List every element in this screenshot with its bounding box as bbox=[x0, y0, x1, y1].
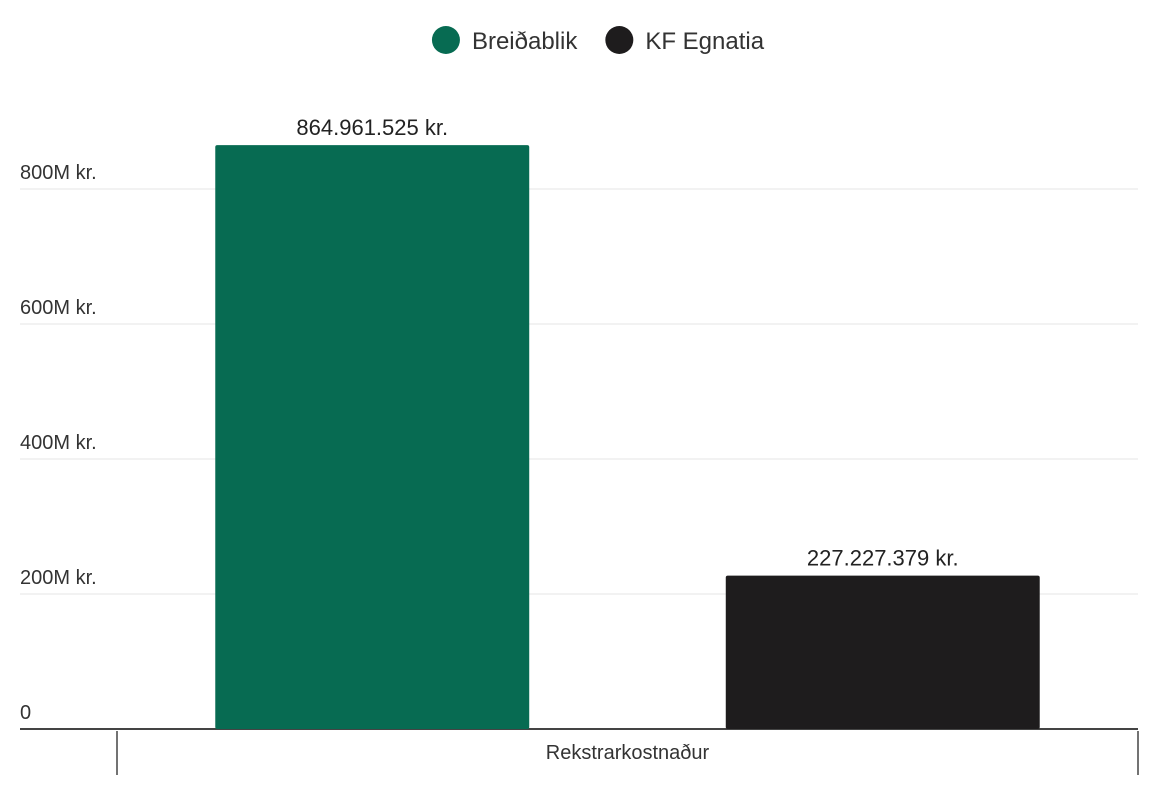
legend-swatch bbox=[431, 26, 460, 54]
legend-label: KF Egnatia bbox=[645, 28, 764, 55]
x-tick-label: Rekstrarkostnaður bbox=[546, 742, 710, 764]
legend-label: Breiðablik bbox=[472, 28, 578, 55]
y-tick-label: 400M kr. bbox=[20, 432, 97, 454]
legend-item: Breiðablik bbox=[431, 26, 578, 55]
y-tick-label: 800M kr. bbox=[20, 162, 97, 184]
legend-item: KF Egnatia bbox=[605, 26, 765, 55]
legend-swatch bbox=[605, 26, 634, 54]
bar bbox=[215, 145, 530, 729]
data-label: 864.961.525 kr. bbox=[296, 115, 448, 140]
y-tick-label: 0 bbox=[20, 702, 31, 724]
y-tick-label: 200M kr. bbox=[20, 567, 97, 589]
data-label: 227.227.379 kr. bbox=[807, 546, 959, 571]
bar bbox=[725, 575, 1040, 729]
y-tick-label: 600M kr. bbox=[20, 297, 97, 319]
